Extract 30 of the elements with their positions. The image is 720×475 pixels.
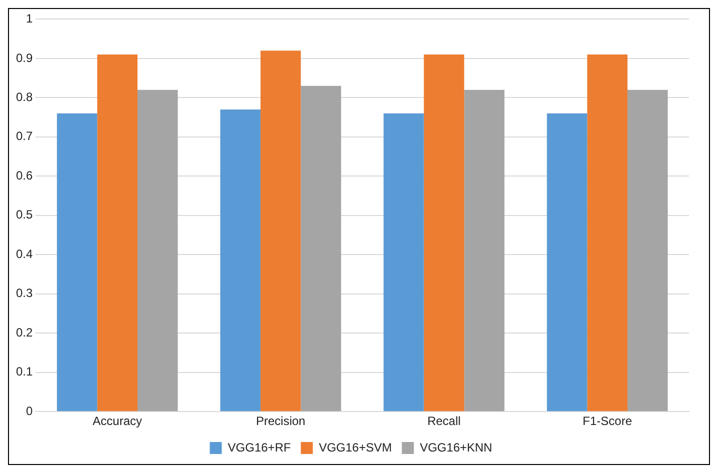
y-tick-label: 0.2 <box>16 325 33 340</box>
y-tick-label: 0 <box>26 404 33 418</box>
y-tick-label: 0.3 <box>16 286 33 300</box>
bar <box>137 90 178 412</box>
y-tick-label: 0.6 <box>16 168 33 182</box>
bar <box>587 54 628 412</box>
legend-label: VGG16+SVM <box>318 440 392 454</box>
bar <box>384 113 424 412</box>
x-tick-label: Recall <box>427 414 461 428</box>
y-tick-label: 1 <box>26 12 33 26</box>
legend-label: VGG16+RF <box>228 440 291 454</box>
y-tick-label: 0.1 <box>16 364 33 379</box>
bar <box>260 50 301 412</box>
y-tick-label: 0.5 <box>16 208 33 222</box>
y-tick-label: 0.4 <box>16 246 33 261</box>
bar <box>56 113 98 412</box>
x-tick-label: Accuracy <box>92 414 142 428</box>
bar <box>464 90 504 412</box>
legend-label: VGG16+KNN <box>420 440 492 454</box>
bar <box>627 90 668 412</box>
bar <box>300 86 342 412</box>
x-tick-label: F1-Score <box>582 414 632 428</box>
bar <box>220 109 261 412</box>
y-tick-label: 0.7 <box>16 129 33 144</box>
y-tick-label: 0.9 <box>16 50 33 65</box>
x-tick-label: Precision <box>256 414 306 428</box>
bar <box>97 54 138 412</box>
bar <box>424 54 464 412</box>
y-tick-label: 0.8 <box>16 90 33 104</box>
bar <box>546 113 588 412</box>
